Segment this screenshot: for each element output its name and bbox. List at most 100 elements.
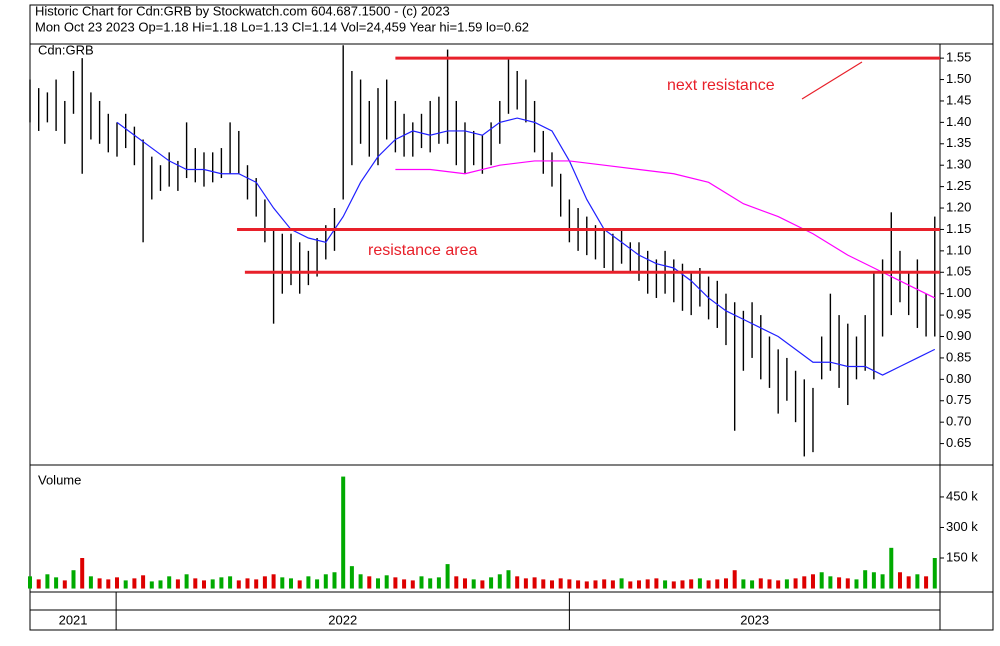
y-tick-label: 1.00	[946, 285, 971, 300]
volume-bar	[697, 578, 702, 589]
y-tick-label: 150 k	[946, 549, 978, 564]
moving-average	[116, 117, 936, 376]
y-tick-label: 1.25	[946, 178, 971, 193]
volume-bar	[262, 576, 267, 589]
volume-bar	[863, 570, 868, 589]
volume-bar	[619, 578, 624, 589]
x-tick-label: 2022	[328, 612, 357, 627]
volume-bar	[663, 580, 668, 589]
volume-bar	[523, 578, 528, 589]
volume-bar	[228, 576, 233, 589]
volume-bar	[36, 579, 41, 589]
volume-bar	[54, 577, 59, 589]
volume-bar	[149, 581, 154, 589]
y-tick-label: 1.10	[946, 242, 971, 257]
volume-bar	[602, 579, 607, 589]
volume-bar	[567, 579, 572, 589]
volume-bar	[767, 579, 772, 589]
y-tick-label: 450 k	[946, 488, 978, 503]
volume-bar	[114, 577, 119, 589]
volume-bar	[88, 576, 93, 589]
volume-bar	[610, 580, 615, 589]
y-tick-label: 1.40	[946, 114, 971, 129]
volume-bar	[480, 580, 485, 589]
y-tick-label: 0.65	[946, 435, 971, 450]
chart-frame	[29, 4, 994, 631]
volume-bar	[375, 578, 380, 589]
x-tick-label: 2023	[740, 612, 769, 627]
y-tick-label: 1.15	[946, 221, 971, 236]
volume-bar	[889, 547, 894, 589]
volume-bar	[784, 579, 789, 589]
volume-bar	[671, 581, 676, 589]
volume-bar	[28, 576, 32, 589]
volume-bar	[201, 580, 206, 589]
volume-bar	[906, 576, 911, 589]
y-tick-label: 300 k	[946, 519, 978, 534]
volume-bar	[358, 574, 363, 589]
volume-bar	[97, 578, 102, 589]
volume-bar	[71, 570, 76, 589]
annotation: resistance area	[368, 242, 477, 259]
volume-bar	[184, 574, 189, 589]
volume-bar	[802, 576, 807, 589]
y-tick-label: 1.55	[946, 50, 971, 65]
volume-bar	[393, 577, 398, 589]
y-tick-label: 1.30	[946, 157, 971, 172]
y-tick-label: 1.35	[946, 135, 971, 150]
volume-bar	[576, 580, 581, 589]
volume-bar	[706, 580, 711, 589]
volume-bar	[132, 578, 137, 589]
volume-bar	[593, 580, 598, 589]
volume-bar	[471, 579, 476, 589]
volume-bar	[489, 577, 494, 589]
volume-bar	[515, 576, 520, 589]
volume-bar	[845, 578, 850, 589]
volume-bar	[62, 580, 67, 589]
volume-bar	[436, 577, 441, 589]
volume-bar	[419, 576, 424, 589]
volume-bar	[654, 578, 659, 589]
y-tick-label: 1.50	[946, 71, 971, 86]
volume-bar	[462, 578, 467, 589]
volume-bar	[750, 580, 755, 589]
volume-bar	[384, 575, 389, 589]
volume-bar	[532, 577, 537, 589]
volume-bar	[854, 579, 859, 589]
volume-bar	[280, 577, 285, 589]
volume-bar	[645, 579, 650, 589]
volume-bar	[454, 576, 459, 589]
volume-bar	[332, 572, 337, 589]
volume-bar	[175, 579, 180, 589]
y-tick-label: 1.20	[946, 199, 971, 214]
volume-bar	[167, 576, 172, 589]
volume-bar	[924, 576, 929, 589]
volume-bar	[219, 577, 224, 589]
volume-bar	[723, 578, 728, 589]
chart-title: Historic Chart for Cdn:GRB by Stockwatch…	[35, 3, 450, 18]
volume-bar	[297, 580, 302, 589]
volume-bar	[123, 580, 128, 589]
y-tick-label: 1.45	[946, 92, 971, 107]
volume-bar	[506, 570, 511, 589]
y-tick-label: 0.95	[946, 307, 971, 322]
volume-bar	[245, 578, 250, 589]
volume-bar	[837, 577, 842, 589]
volume-bar	[428, 578, 433, 589]
volume-bar	[776, 580, 781, 589]
volume-bar	[141, 575, 146, 589]
volume-bar	[45, 574, 50, 589]
volume-bar	[541, 579, 546, 589]
volume-bar	[254, 579, 259, 589]
volume-bar	[193, 578, 198, 589]
volume-bar	[810, 574, 815, 589]
y-tick-label: 0.70	[946, 414, 971, 429]
volume-bar	[897, 572, 902, 589]
volume-bar	[80, 558, 85, 589]
volume-bar	[236, 580, 241, 589]
volume-bar	[680, 580, 685, 589]
volume-bar	[915, 574, 920, 589]
volume-bar	[288, 578, 293, 589]
chart-subtitle: Mon Oct 23 2023 Op=1.18 Hi=1.18 Lo=1.13 …	[35, 19, 529, 34]
